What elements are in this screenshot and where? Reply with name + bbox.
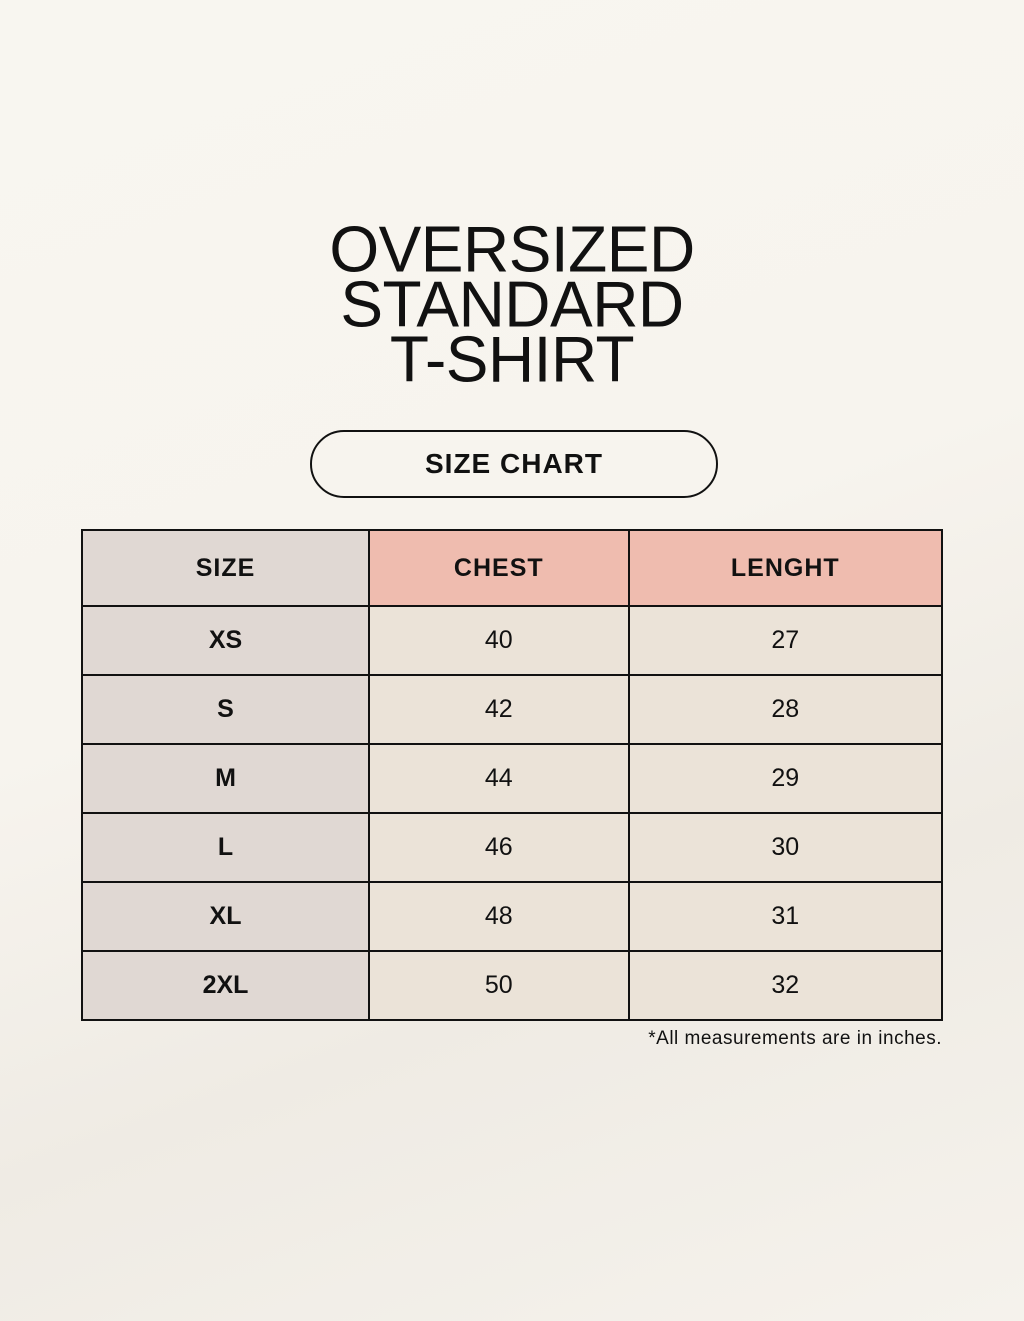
chest-cell: 48 [368, 881, 630, 952]
size-cell: L [81, 812, 370, 883]
length-cell: 30 [627, 812, 944, 883]
header-chest: CHEST [368, 529, 630, 607]
table-row: S 42 28 [81, 674, 944, 745]
page-title: OVERSIZED STANDARD T-SHIRT [0, 212, 1024, 396]
table-row: M 44 29 [81, 743, 944, 814]
title-line: OVERSIZED [329, 212, 695, 286]
header-length: LENGHT [627, 529, 944, 607]
length-cell: 29 [627, 743, 944, 814]
table-row: L 46 30 [81, 812, 944, 883]
length-cell: 27 [627, 605, 944, 676]
table-header-row: SIZE CHEST LENGHT [81, 529, 944, 607]
chest-cell: 40 [368, 605, 630, 676]
measurement-note: *All measurements are in inches. [648, 1028, 942, 1049]
title-line: STANDARD [340, 267, 684, 341]
table-row: XL 48 31 [81, 881, 944, 952]
size-cell: XS [81, 605, 370, 676]
header-size: SIZE [81, 529, 370, 607]
size-cell: 2XL [81, 950, 370, 1021]
length-cell: 31 [627, 881, 944, 952]
size-cell: M [81, 743, 370, 814]
chest-cell: 42 [368, 674, 630, 745]
size-table: SIZE CHEST LENGHT XS 40 27 S 42 28 M 44 29 L 46 30 X… [81, 529, 944, 1021]
table-row: 2XL 50 32 [81, 950, 944, 1021]
chest-cell: 46 [368, 812, 630, 883]
length-cell: 28 [627, 674, 944, 745]
size-cell: XL [81, 881, 370, 952]
length-cell: 32 [627, 950, 944, 1021]
size-cell: S [81, 674, 370, 745]
title-line: T-SHIRT [389, 322, 635, 396]
chest-cell: 50 [368, 950, 630, 1021]
size-chart-badge: SIZE CHART [310, 430, 718, 498]
table-row: XS 40 27 [81, 605, 944, 676]
chest-cell: 44 [368, 743, 630, 814]
